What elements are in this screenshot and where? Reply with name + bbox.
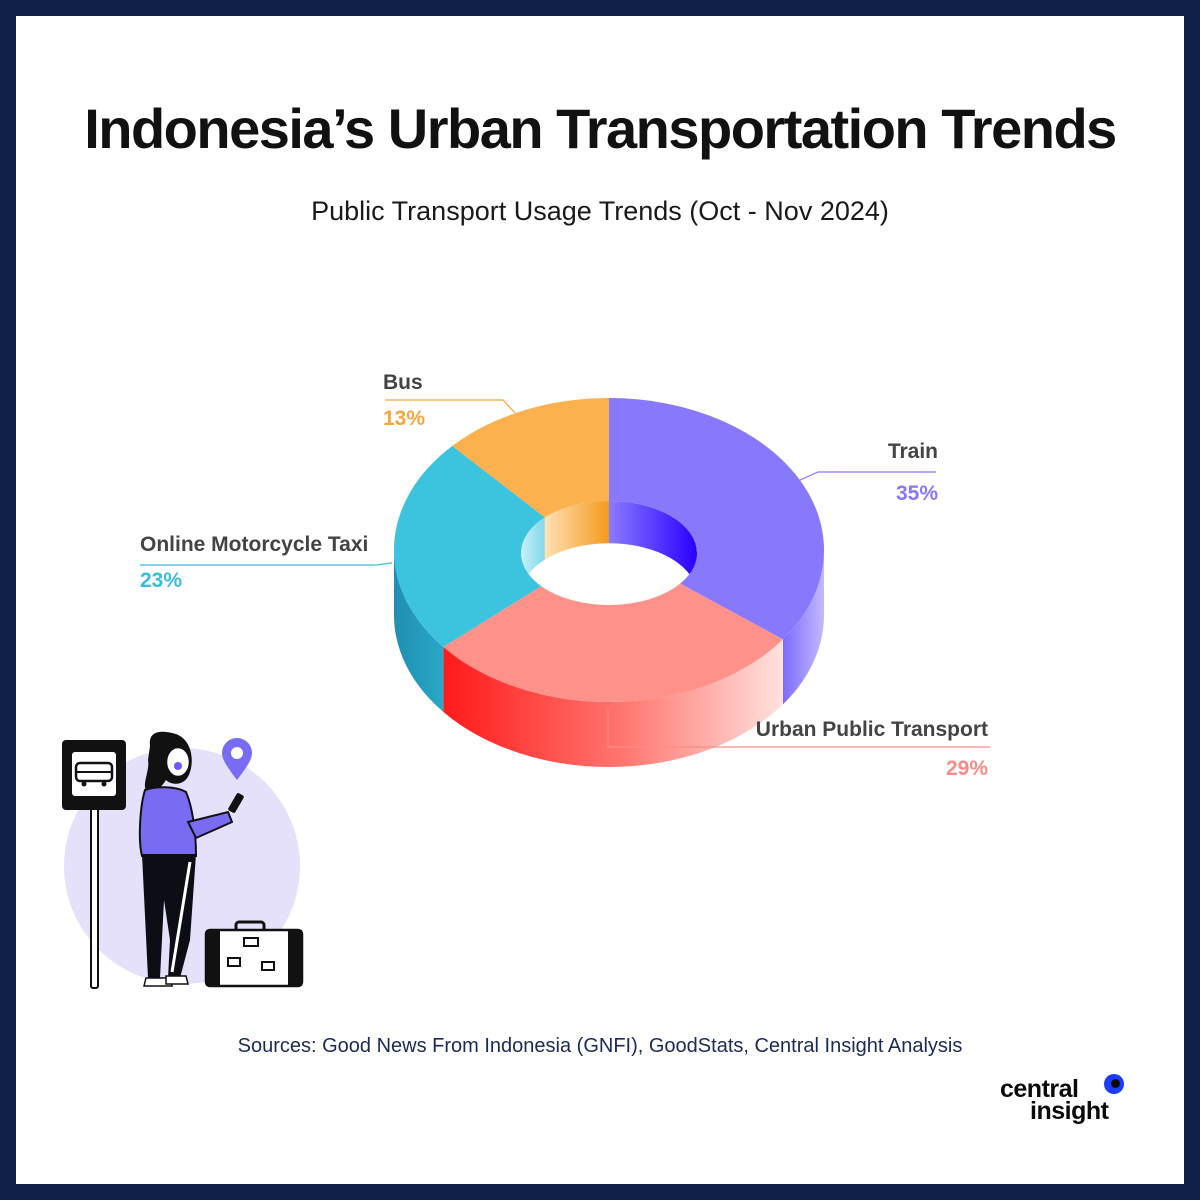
bus-stop-sign-icon xyxy=(62,740,126,989)
slice-label-online-motorcycle-taxi: Online Motorcycle Taxi xyxy=(140,533,368,556)
leader-line-online-motorcycle-taxi xyxy=(140,562,393,566)
slice-inner-bus xyxy=(544,501,609,560)
woman-with-phone-icon xyxy=(138,731,244,987)
slice-online-motorcycle-taxi xyxy=(394,445,545,647)
slice-value-bus: 13% xyxy=(383,407,425,430)
location-pin-icon xyxy=(222,738,252,780)
slice-urban-public-transport xyxy=(443,583,783,702)
chart-subtitle: Public Transport Usage Trends (Oct - Nov… xyxy=(311,196,889,226)
slice-side-urban-public-transport xyxy=(443,639,783,767)
logo-text-line2: insight xyxy=(1030,1097,1109,1125)
slice-train xyxy=(609,398,824,640)
suitcase-icon xyxy=(204,920,304,988)
leader-line-train xyxy=(797,471,936,482)
leader-line-urban-public-transport xyxy=(607,710,990,748)
logo-text-line1: central xyxy=(1000,1075,1079,1103)
logo-eye-icon xyxy=(1104,1074,1124,1094)
leader-line-bus xyxy=(385,399,516,414)
central-insight-logo: central insight xyxy=(1000,1074,1140,1125)
slice-inner-train xyxy=(609,501,697,596)
page-title: Indonesia’s Urban Transportation Trends xyxy=(84,97,1117,160)
slice-side-online-motorcycle-taxi xyxy=(394,550,444,712)
slice-label-urban-public-transport: Urban Public Transport xyxy=(756,718,988,741)
slice-bus xyxy=(452,398,609,518)
sources-note: Sources: Good News From Indonesia (GNFI)… xyxy=(237,1035,963,1057)
slice-label-train: Train xyxy=(888,440,938,463)
donut-chart: Train 35% Urban Public Transport 29% Online … xyxy=(140,371,990,780)
slice-side-train xyxy=(782,550,824,705)
slice-value-online-motorcycle-taxi: 23% xyxy=(140,569,182,592)
slice-value-train: 35% xyxy=(896,482,938,505)
slice-label-bus: Bus xyxy=(383,371,423,394)
slice-value-urban-public-transport: 29% xyxy=(946,757,988,780)
